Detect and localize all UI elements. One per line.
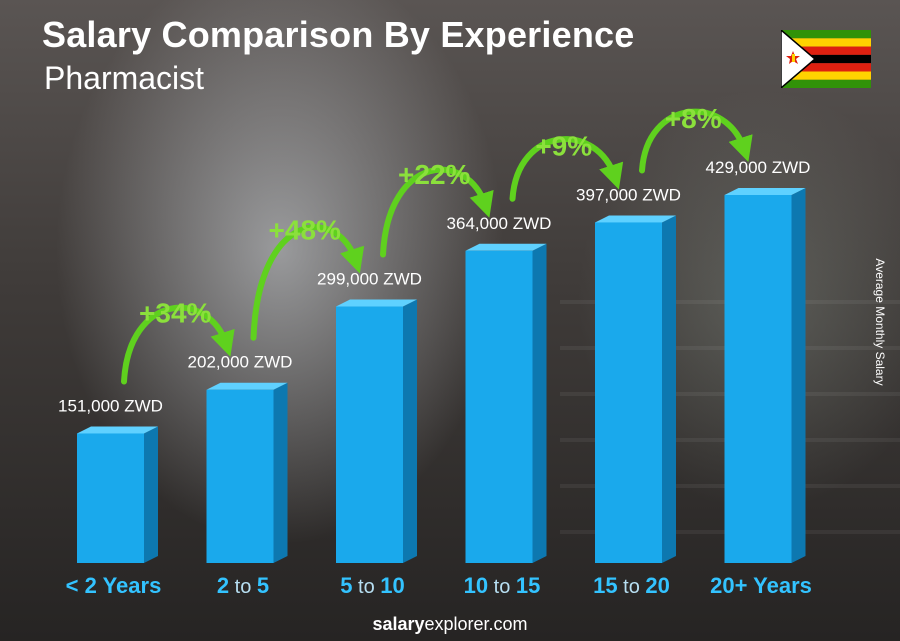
increase-arrow-3: +22% xyxy=(380,159,494,258)
footer-brand-bold: salary xyxy=(372,614,425,634)
increase-arrow-2: +48% xyxy=(250,215,365,341)
bar-2 xyxy=(206,382,288,563)
zimbabwe-flag-icon xyxy=(781,30,871,88)
value-label: 364,000 ZWD xyxy=(447,214,552,233)
bar-front xyxy=(77,433,144,563)
bar-side xyxy=(144,426,158,563)
category-label: 5 to 10 xyxy=(340,573,405,598)
category-label: 2 to 5 xyxy=(217,573,269,598)
bar-top xyxy=(77,426,158,434)
value-label: 397,000 ZWD xyxy=(576,185,681,204)
increase-label: +48% xyxy=(269,215,341,246)
increase-label: +8% xyxy=(665,103,722,134)
value-label: 299,000 ZWD xyxy=(317,270,422,289)
bar-front xyxy=(465,250,533,563)
arrow-curve xyxy=(639,108,753,174)
arrow-curve xyxy=(380,166,494,258)
category-label: 20+ Years xyxy=(710,573,812,598)
value-label: 151,000 ZWD xyxy=(58,396,163,415)
bar-side xyxy=(273,382,288,563)
footer-brand[interactable]: salaryexplorer.com xyxy=(0,614,900,635)
bar-side xyxy=(403,299,417,563)
bar-top xyxy=(724,188,806,195)
bar-top xyxy=(206,382,288,390)
arrow-curve xyxy=(250,224,365,341)
bar-side xyxy=(662,215,676,563)
bar-front xyxy=(336,306,403,563)
bar-front xyxy=(724,195,792,563)
category-label: 10 to 15 xyxy=(464,573,541,598)
bar-5 xyxy=(595,215,676,563)
arrow-curve xyxy=(121,304,235,385)
category-label: < 2 Years xyxy=(66,573,162,598)
increase-label: +9% xyxy=(535,130,592,161)
bar-1 xyxy=(77,426,158,563)
bar-3 xyxy=(336,299,417,563)
bar-6 xyxy=(724,188,806,563)
bar-side xyxy=(791,188,806,563)
bar-front xyxy=(595,222,662,563)
bar-4 xyxy=(465,243,547,563)
footer-brand-rest: explorer.com xyxy=(424,614,528,634)
increase-label: +22% xyxy=(398,159,470,190)
bar-top xyxy=(465,243,547,251)
chart-subtitle: Pharmacist xyxy=(44,60,205,96)
bar-front xyxy=(206,389,274,563)
bar-top xyxy=(595,215,676,223)
increase-arrow-5: +8% xyxy=(639,103,753,174)
bar-top xyxy=(336,299,417,307)
category-label: 15 to 20 xyxy=(593,573,670,598)
bar-side xyxy=(532,243,547,563)
increase-label: +34% xyxy=(139,298,211,329)
increase-arrow-1: +34% xyxy=(121,298,235,385)
arrow-curve xyxy=(509,136,624,202)
value-label: 429,000 ZWD xyxy=(706,158,811,177)
chart-title: Salary Comparison By Experience xyxy=(42,14,635,55)
value-label: 202,000 ZWD xyxy=(188,353,293,372)
increase-arrow-4: +9% xyxy=(509,130,624,202)
